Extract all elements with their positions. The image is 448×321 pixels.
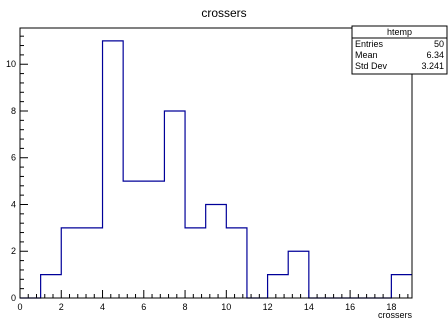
x-tick-label: 10 [221,302,231,312]
stats-box: htemp Entries 50 Mean 6.34 Std Dev 3.241 [351,25,448,75]
x-tick-label: 18 [386,302,396,312]
stats-row-value: 3.241 [421,61,444,71]
x-tick-label: 6 [141,302,146,312]
x-tick-label: 12 [263,302,273,312]
histogram-line [20,40,412,299]
x-tick-label: 4 [100,302,105,312]
x-tick-label: 0 [17,302,22,312]
stats-row-value: 50 [434,39,444,49]
axis-tick-labels: 0 2 4 6 8 10 12 14 16 18 0 2 4 6 8 10 [6,59,396,312]
x-tick-label: 16 [345,302,355,312]
plot-frame [19,27,413,299]
y-tick-label: 4 [11,199,16,209]
x-tick-label: 2 [59,302,64,312]
y-tick-label: 0 [11,293,16,303]
stats-row-label: Entries [355,39,384,49]
axis-ticks [19,35,409,299]
stats-row-label: Std Dev [355,61,388,71]
y-tick-label: 6 [11,153,16,163]
x-tick-label: 14 [304,302,314,312]
y-tick-label: 8 [11,106,16,116]
x-tick-label: 8 [183,302,188,312]
x-axis-title: crossers [378,310,413,320]
stats-box-title: htemp [387,27,412,37]
chart-title: crossers [201,6,246,20]
y-tick-label: 2 [11,246,16,256]
stats-box-rows: Entries 50 Mean 6.34 Std Dev 3.241 [355,39,444,71]
stats-row-label: Mean [355,50,378,60]
stats-row-value: 6.34 [426,50,444,60]
stats-box-frame [351,25,448,75]
y-tick-label: 10 [6,59,16,69]
